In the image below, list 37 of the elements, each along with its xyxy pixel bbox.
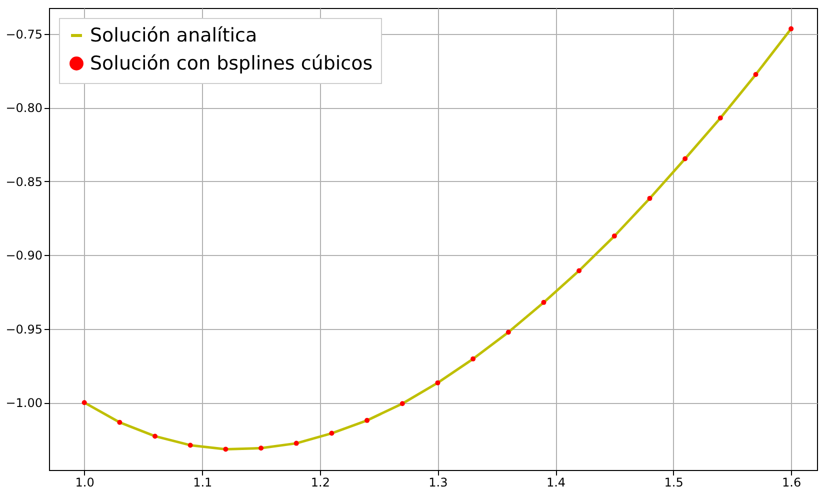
- y-tick-label: −1.00: [6, 396, 42, 410]
- line-series: [83, 28, 792, 450]
- point: [329, 430, 334, 436]
- point: [682, 156, 688, 162]
- x-tick-label: 1.2: [310, 476, 330, 490]
- point: [400, 401, 405, 406]
- x-tick-label: 1.3: [428, 476, 448, 490]
- point: [435, 380, 440, 386]
- x-tick-label: 1.5: [664, 476, 684, 490]
- point: [258, 446, 264, 451]
- point: [294, 440, 299, 446]
- legend-label: Solución con bsplines cúbicos: [90, 52, 373, 74]
- x-tick-label: 1.1: [193, 476, 212, 490]
- point: [576, 268, 582, 274]
- point: [753, 72, 758, 78]
- point: [364, 418, 370, 423]
- x-tick-label: 1.6: [782, 476, 802, 490]
- legend-label: Solución analítica: [90, 24, 258, 46]
- x-tick-label: 1.4: [546, 476, 566, 490]
- point: [117, 420, 122, 425]
- point: [718, 116, 723, 121]
- point: [152, 434, 158, 439]
- x-tick-label: 1.0: [75, 476, 94, 490]
- point: [788, 26, 794, 32]
- y-tick-label: −0.95: [6, 322, 42, 336]
- point: [541, 300, 546, 305]
- point: [506, 330, 511, 335]
- point: [223, 446, 228, 452]
- point: [612, 234, 617, 239]
- point: [82, 400, 87, 406]
- point: [647, 196, 652, 201]
- y-tick-label: −0.75: [6, 27, 42, 42]
- point: [188, 442, 193, 448]
- y-tick-label: −0.90: [6, 248, 42, 263]
- y-tick-label: −0.80: [6, 101, 42, 116]
- point: [470, 356, 476, 362]
- y-tick-label: −0.85: [6, 174, 42, 189]
